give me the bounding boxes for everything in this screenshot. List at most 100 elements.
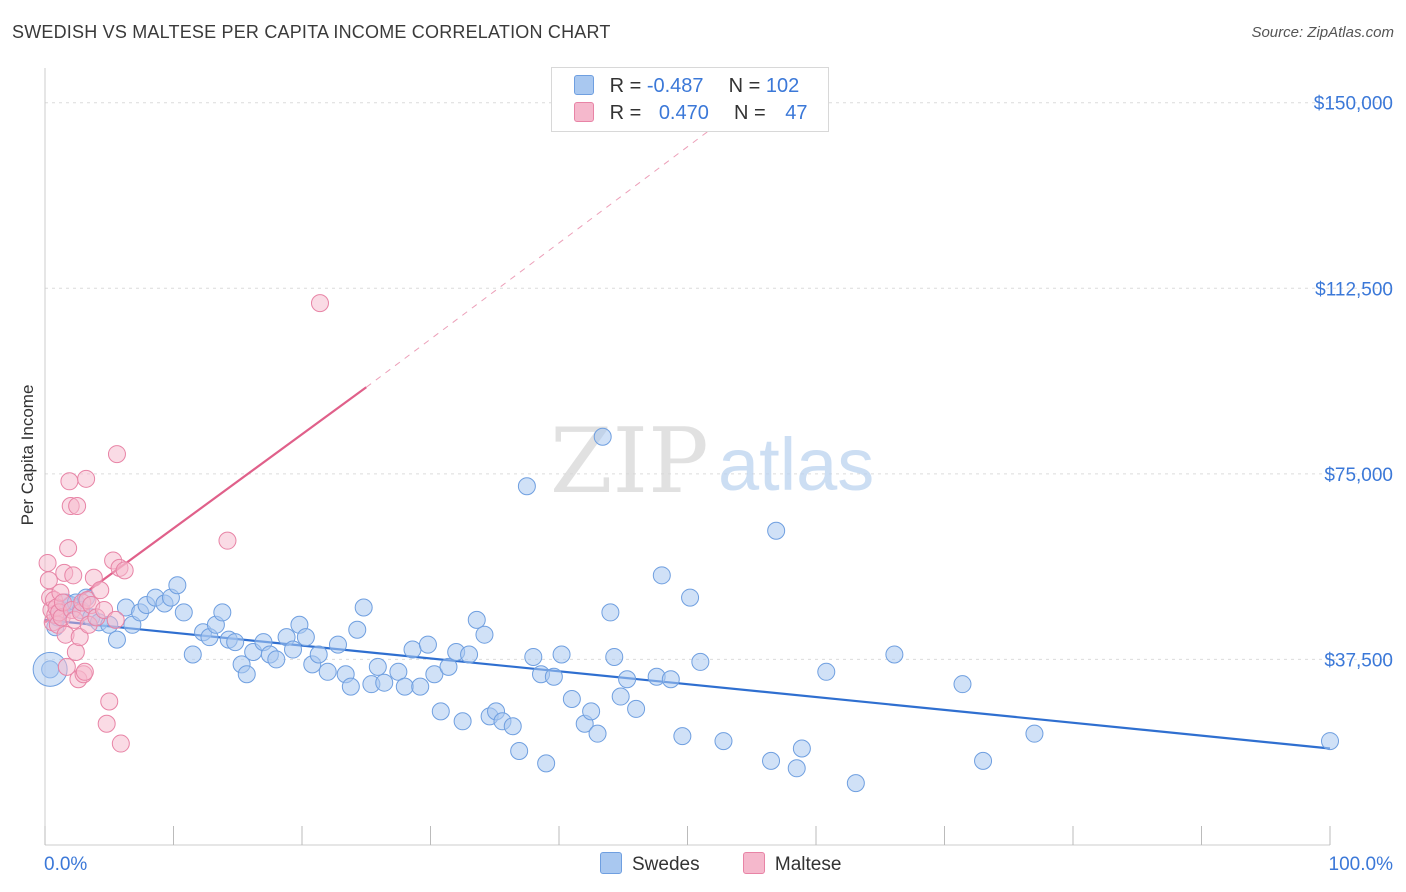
swedes-point: [611, 687, 630, 706]
legend-item-maltese[interactable]: Maltese: [742, 852, 842, 876]
swedes-point: [618, 670, 637, 689]
x-tick-label: 100.0%: [1329, 854, 1394, 875]
swedes-point: [974, 751, 993, 770]
swedes-point: [627, 699, 646, 718]
maltese-point: [100, 692, 119, 711]
maltese-n-value: 47: [785, 102, 808, 124]
swedes-point: [375, 673, 394, 692]
swedes-point: [460, 645, 479, 664]
swedes-point: [168, 576, 187, 595]
maltese-point: [107, 445, 126, 464]
swedes-point: [767, 521, 786, 540]
swedes-point: [673, 727, 692, 746]
swedes-point: [652, 566, 671, 585]
swedes-point: [389, 662, 408, 681]
maltese-point: [68, 497, 87, 516]
swedes-point: [503, 717, 522, 736]
maltese-n-label: N =: [734, 102, 766, 124]
maltese-point: [115, 561, 134, 580]
maltese-point: [310, 294, 329, 313]
swedes-point: [562, 690, 581, 709]
legend-item-swedes[interactable]: Swedes: [600, 852, 700, 876]
swedes-point: [953, 675, 972, 694]
maltese-r-value: 0.470: [658, 102, 709, 124]
stats-legend: R = -0.487 N = 102 R = 0.470 N = 47: [551, 67, 829, 132]
y-tick-label: $37,500: [1324, 650, 1393, 671]
y-tick-label: $112,500: [1315, 279, 1393, 300]
swedes-point: [1321, 732, 1339, 751]
swedes-point: [846, 774, 865, 793]
swedes-point: [296, 628, 315, 647]
swedes-point: [431, 702, 450, 721]
swedes-point: [544, 667, 563, 686]
swedes-point: [267, 650, 286, 669]
swedes-n-value: 102: [765, 75, 800, 97]
swedes-point: [817, 662, 836, 681]
swedes-legend-swatch: [600, 852, 622, 874]
maltese-point: [59, 539, 78, 558]
swedes-point: [593, 427, 612, 446]
swedes-point: [787, 759, 806, 778]
maltese-point: [64, 566, 83, 585]
swedes-point: [403, 640, 422, 659]
maltese-point: [75, 662, 94, 681]
swedes-point: [885, 645, 904, 664]
swedes-point: [582, 702, 601, 721]
swedes-point: [552, 645, 571, 664]
gridlines: [45, 102, 1395, 660]
swedes-point: [475, 625, 494, 644]
chart-title: SWEDISH VS MALTESE PER CAPITA INCOME COR…: [12, 22, 611, 42]
swedes-point: [213, 603, 232, 622]
maltese-legend-label: Maltese: [774, 854, 842, 875]
swedes-point: [237, 665, 256, 684]
maltese-point: [218, 531, 237, 550]
swedes-point: [418, 635, 437, 654]
maltese-point: [66, 643, 85, 662]
swedes-point: [588, 724, 607, 743]
swedes-point: [510, 741, 529, 760]
swedes-point: [1025, 724, 1044, 743]
legend-row-maltese: R = 0.470 N = 47: [574, 102, 808, 126]
x-tick-label: 0.0%: [44, 854, 87, 875]
maltese-point: [60, 472, 79, 491]
maltese-point: [91, 581, 110, 600]
swedes-point: [467, 610, 486, 629]
swedes-point: [425, 665, 444, 684]
swedes-point: [348, 620, 367, 639]
maltese-point: [57, 657, 76, 676]
axes: [44, 68, 1331, 846]
swedes-n-label: N =: [728, 75, 761, 97]
swedes-point: [284, 640, 303, 659]
swedes-point: [318, 662, 337, 681]
swedes-point: [341, 677, 360, 696]
swedes-r-label: R =: [609, 75, 642, 97]
source-label: Source: ZipAtlas.com: [1251, 24, 1394, 41]
maltese-legend-swatch: [742, 852, 765, 874]
axis-labels: $37,500 $75,000 $112,500 $150,000 0.0% 100.0%…: [18, 94, 1393, 875]
watermark-atlas: atlas: [718, 423, 874, 506]
swedes-point: [601, 603, 620, 622]
swedes-point: [792, 739, 811, 758]
maltese-point: [70, 628, 89, 647]
y-tick-label: $75,000: [1324, 465, 1393, 486]
data-points: [32, 294, 1339, 793]
series-legend: Swedes Maltese: [600, 852, 879, 876]
swedes-point: [328, 635, 347, 654]
maltese-point: [77, 469, 96, 488]
swedes-legend-label: Swedes: [632, 854, 700, 875]
maltese-swatch: [574, 102, 594, 122]
maltese-point: [97, 714, 116, 733]
swedes-point: [605, 647, 624, 666]
swedes-point: [691, 652, 710, 671]
maltese-trend-extension: [365, 127, 714, 388]
swedes-point: [537, 754, 556, 773]
watermark-zip: ZIP: [550, 409, 709, 514]
y-tick-label: $150,000: [1314, 94, 1393, 115]
swedes-point: [453, 712, 472, 731]
legend-row-swedes: R = -0.487 N = 102: [574, 75, 799, 99]
swedes-point: [395, 677, 414, 696]
swedes-r-value: -0.487: [646, 75, 704, 97]
swedes-point: [524, 647, 543, 666]
swedes-point: [107, 630, 126, 649]
